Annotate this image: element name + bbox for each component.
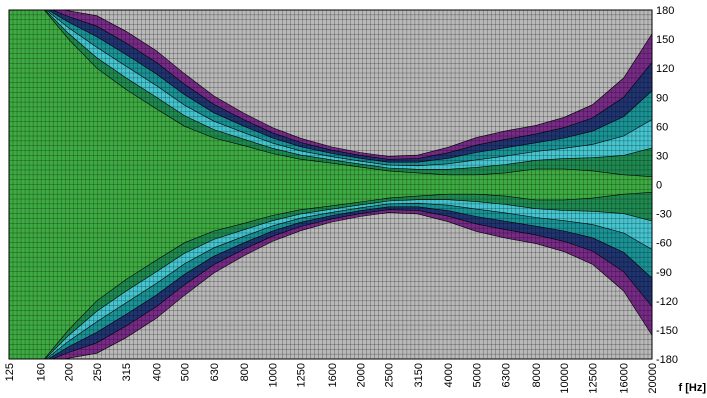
y-tick-label: -30 [656, 209, 672, 221]
plot-border [8, 9, 653, 360]
x-axis-label: f [Hz] [679, 382, 707, 394]
y-tick-label: -180 [656, 354, 678, 366]
x-tick-label: 1000 [268, 363, 280, 387]
x-tick-label: 2000 [355, 363, 367, 387]
y-tick-label: -60 [656, 238, 672, 250]
x-tick-label: 8000 [531, 363, 543, 387]
x-tick-label: 6300 [501, 363, 513, 387]
x-tick-label: 16000 [619, 363, 631, 394]
x-tick-label: 1600 [327, 363, 339, 387]
x-tick-label: 400 [151, 363, 163, 381]
x-tick-label: 200 [64, 363, 76, 381]
y-tick-label: 90 [656, 92, 668, 104]
x-tick-label: 5000 [471, 363, 483, 387]
grid-lines [9, 10, 652, 359]
y-tick-labels: 180 150 120 90 60 30 0 -30 -60 -90 -120 -150 -180 [656, 5, 678, 366]
x-tick-labels: 125 160 200 250 315 400 500 630 800 1000 1250 1600 2… [4, 363, 659, 394]
x-tick-label: 3150 [413, 363, 425, 387]
contour-band-lower-6 [9, 212, 652, 359]
x-tick-label: 10000 [559, 363, 571, 394]
x-tick-label: 500 [180, 363, 192, 381]
y-tick-label: 30 [656, 150, 668, 162]
x-tick-label: 250 [92, 363, 104, 381]
x-tick-label: 315 [121, 363, 133, 381]
y-tick-label: 150 [656, 34, 674, 46]
x-tick-label: 4000 [443, 363, 455, 387]
contour-bands [9, 10, 652, 359]
x-tick-label: 800 [239, 363, 251, 381]
y-tick-label: 60 [656, 121, 668, 133]
y-tick-label: 120 [656, 63, 674, 75]
y-tick-label: -150 [656, 325, 678, 337]
x-tick-label: 160 [35, 363, 47, 381]
y-tick-label: 0 [656, 180, 662, 192]
contour-band-upper-6 [9, 10, 652, 157]
x-tick-label: 20000 [647, 363, 659, 394]
plot-area [9, 10, 652, 359]
x-tick-label: 630 [209, 363, 221, 381]
x-tick-label: 1250 [296, 363, 308, 387]
grid-vertical [12, 10, 649, 359]
y-tick-label: 180 [656, 5, 674, 17]
x-tick-label: 12500 [588, 363, 600, 394]
grid-horizontal [9, 14, 652, 355]
x-tick-label: 2500 [384, 363, 396, 387]
y-tick-label: -120 [656, 296, 678, 308]
y-tick-label: -90 [656, 267, 672, 279]
x-tick-label: 125 [4, 363, 16, 381]
